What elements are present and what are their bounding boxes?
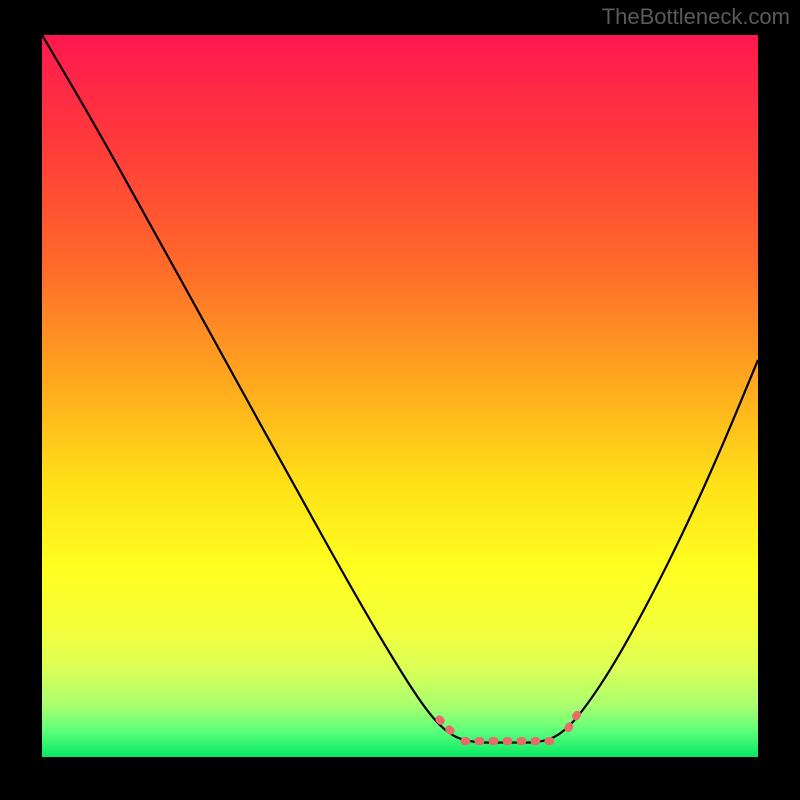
gradient-background [42,35,758,757]
watermark-text: TheBottleneck.com [602,4,790,30]
bottleneck-curve-chart [42,35,758,757]
chart-frame: TheBottleneck.com [0,0,800,800]
plot-area [42,35,758,757]
